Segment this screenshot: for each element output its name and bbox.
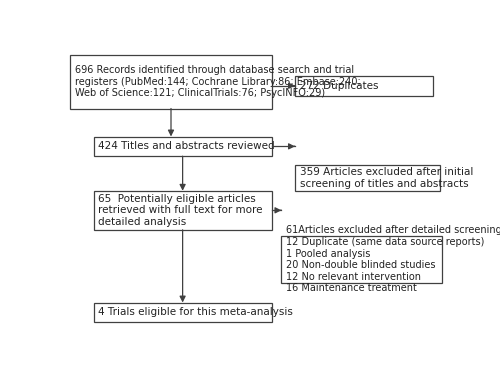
FancyBboxPatch shape [94, 136, 272, 156]
FancyBboxPatch shape [282, 236, 442, 283]
FancyBboxPatch shape [94, 191, 272, 230]
Text: 359 Articles excluded after initial
screening of titles and abstracts: 359 Articles excluded after initial scre… [300, 167, 473, 189]
FancyBboxPatch shape [70, 55, 272, 108]
Text: 4 Trials eligible for this meta-analysis: 4 Trials eligible for this meta-analysis [98, 308, 293, 317]
Text: 272 Duplicates: 272 Duplicates [300, 81, 378, 91]
Text: 61Articles excluded after detailed screening
12 Duplicate (same data source repo: 61Articles excluded after detailed scree… [286, 225, 500, 293]
FancyBboxPatch shape [94, 303, 272, 322]
Text: 65  Potentially eligible articles
retrieved with full text for more
detailed ana: 65 Potentially eligible articles retriev… [98, 194, 262, 227]
FancyBboxPatch shape [295, 165, 440, 191]
FancyBboxPatch shape [295, 76, 432, 96]
Text: 424 Titles and abstracts reviewed: 424 Titles and abstracts reviewed [98, 141, 275, 152]
Text: 696 Records identified through database search and trial
registers (PubMed:144; : 696 Records identified through database … [75, 65, 360, 98]
